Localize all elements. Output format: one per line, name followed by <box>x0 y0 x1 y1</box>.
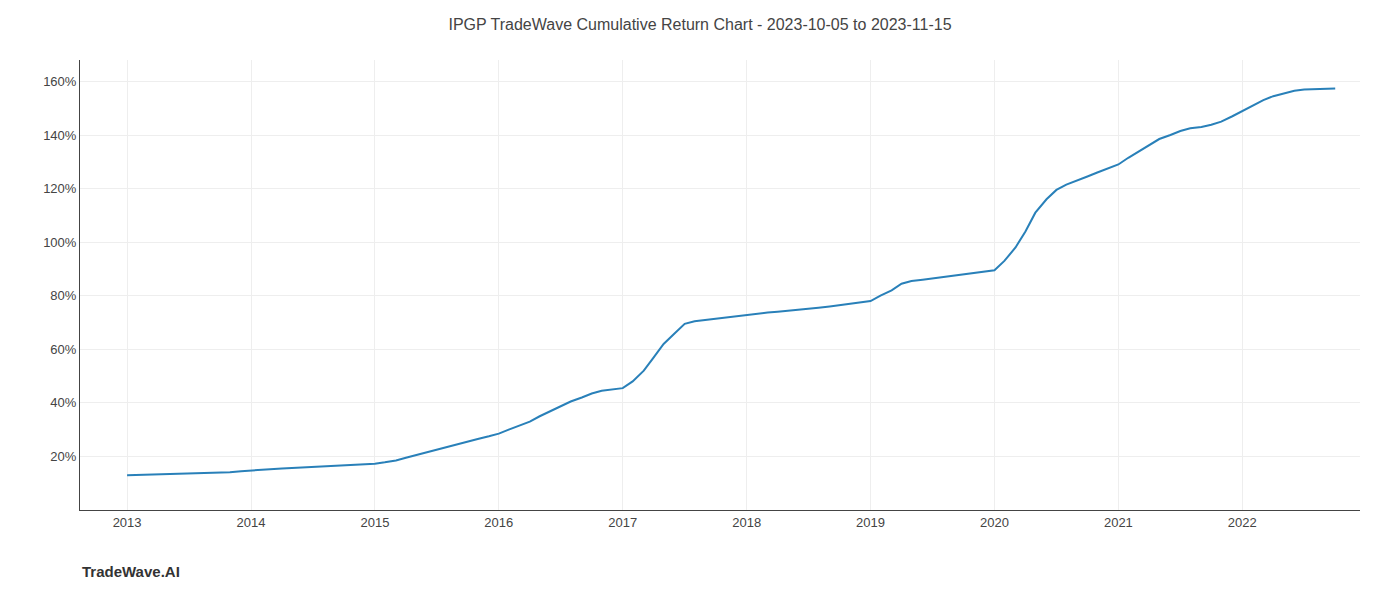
svg-text:IPGP TradeWave Cumulative Retu: IPGP TradeWave Cumulative Return Chart -… <box>448 16 951 33</box>
svg-text:120%: 120% <box>43 181 77 196</box>
svg-text:2015: 2015 <box>360 515 389 530</box>
svg-text:2017: 2017 <box>608 515 637 530</box>
svg-text:2014: 2014 <box>237 515 266 530</box>
svg-text:TradeWave.AI: TradeWave.AI <box>82 563 180 580</box>
svg-text:60%: 60% <box>50 342 76 357</box>
svg-text:2016: 2016 <box>484 515 513 530</box>
svg-text:2021: 2021 <box>1104 515 1133 530</box>
svg-text:2019: 2019 <box>856 515 885 530</box>
svg-text:100%: 100% <box>43 235 77 250</box>
svg-text:160%: 160% <box>43 74 77 89</box>
svg-text:2022: 2022 <box>1228 515 1257 530</box>
svg-text:140%: 140% <box>43 128 77 143</box>
svg-text:2013: 2013 <box>113 515 142 530</box>
svg-text:20%: 20% <box>50 449 76 464</box>
svg-text:40%: 40% <box>50 395 76 410</box>
svg-text:2020: 2020 <box>980 515 1009 530</box>
svg-text:2018: 2018 <box>732 515 761 530</box>
svg-text:80%: 80% <box>50 288 76 303</box>
